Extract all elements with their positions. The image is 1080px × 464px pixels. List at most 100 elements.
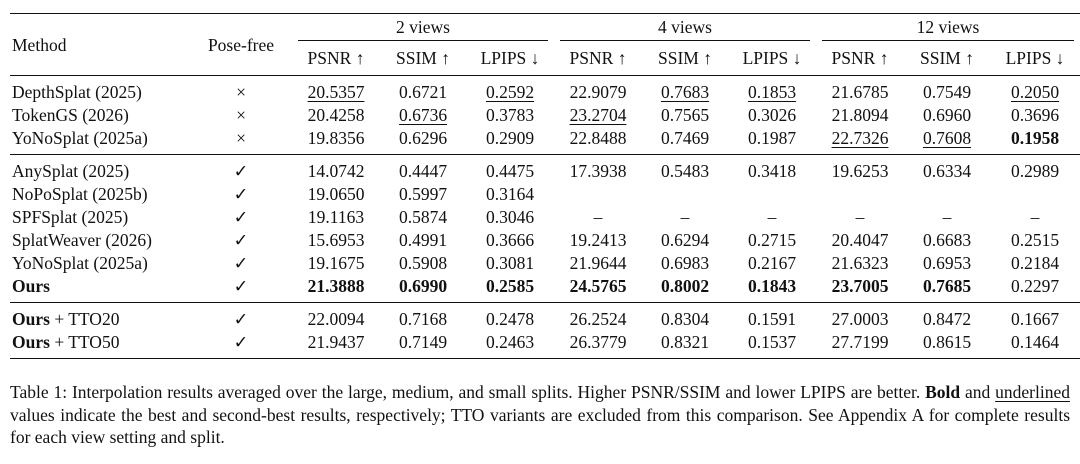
value-cell: 0.2050 (990, 75, 1080, 104)
table-caption: Table 1: Interpolation results averaged … (10, 381, 1070, 449)
metric-header-ssim: SSIM ↑ (658, 48, 712, 68)
metric-value: 19.2413 (569, 230, 627, 250)
metric-value: 19.0650 (307, 184, 365, 204)
method-name: SplatWeaver (2026) (12, 230, 152, 250)
metric-value: 0.2297 (1010, 276, 1060, 296)
metric-header-ssim: SSIM ↑ (920, 48, 974, 68)
metric-value: 0.2478 (485, 309, 535, 329)
metric-value: 0.7168 (398, 309, 448, 329)
metric-value: 19.6253 (831, 161, 889, 181)
metric-value: 20.4047 (831, 230, 889, 250)
value-cell: 0.6334 (904, 154, 990, 183)
method-cell: SplatWeaver (2026) (10, 229, 190, 252)
metric-value: 0.5997 (398, 184, 448, 204)
table-metric-header: PSNR ↑ SSIM ↑ LPIPS ↓ PSNR ↑ SSIM ↑ LPIP… (10, 41, 1080, 76)
table-row: NoPoSplat (2025b) ✓ 19.0650 0.5997 0.3164 (10, 183, 1080, 206)
method-cell: AnySplat (2025) (10, 154, 190, 183)
table-row: Ours + TTO20 ✓ 22.0094 0.7168 0.2478 26.2524 0… (10, 302, 1080, 331)
method-suffix: + TTO20 (49, 309, 120, 329)
value-cell: 0.7685 (904, 275, 990, 303)
group-header-4-views: 4 views (554, 13, 816, 41)
metric-value: 0.7683 (660, 82, 710, 102)
group-header-label: 4 views (560, 14, 810, 41)
value-cell: 21.6323 (816, 252, 904, 275)
metric-value: 0.1853 (747, 82, 797, 102)
value-cell: 22.8488 (554, 127, 642, 155)
metric-value: 0.3081 (485, 253, 535, 273)
metric-value: 20.5357 (307, 82, 365, 102)
value-cell: 0.6736 (380, 104, 466, 127)
metric-value: 0.3696 (1010, 105, 1060, 125)
value-cell (904, 183, 990, 206)
value-cell: 0.7683 (642, 75, 728, 104)
value-cell: 0.7608 (904, 127, 990, 155)
metric-value: 0.6960 (922, 105, 972, 125)
metric-value: 0.6683 (922, 230, 972, 250)
metric-value: 0.3418 (747, 161, 797, 181)
pose-free-cell: ✓ (190, 302, 292, 331)
value-cell: 0.8321 (642, 331, 728, 359)
metric-value: 0.6721 (398, 82, 448, 102)
value-cell: 0.6990 (380, 275, 466, 303)
metric-value: 0.7685 (922, 276, 972, 296)
metric-value: 0.1667 (1010, 309, 1060, 329)
metric-header-lpips: LPIPS ↓ (480, 48, 540, 68)
value-cell: 0.8304 (642, 302, 728, 331)
metric-value: 21.9644 (569, 253, 627, 273)
pose-free-cell: × (190, 75, 292, 104)
metric-value: 0.1591 (747, 309, 797, 329)
metric-header-psnr: PSNR ↑ (307, 48, 365, 68)
results-table: Method Pose-free 2 views 4 views 12 view… (10, 13, 1080, 359)
group-header-label: 2 views (298, 14, 548, 41)
metric-value: – (855, 207, 865, 227)
value-cell (816, 183, 904, 206)
value-cell: 0.8002 (642, 275, 728, 303)
value-cell: 23.7005 (816, 275, 904, 303)
metric-value: 0.6953 (922, 253, 972, 273)
value-cell: 20.4258 (292, 104, 380, 127)
value-cell: 0.2715 (728, 229, 816, 252)
value-cell: 21.3888 (292, 275, 380, 303)
group-header-12-views: 12 views (816, 13, 1080, 41)
caption-text: Table 1: Interpolation results averaged … (10, 382, 926, 402)
value-cell: 0.7549 (904, 75, 990, 104)
value-cell: 19.2413 (554, 229, 642, 252)
value-cell: 0.3666 (466, 229, 554, 252)
metric-value: 19.1675 (307, 253, 365, 273)
value-cell: – (990, 206, 1080, 229)
table-row: SplatWeaver (2026) ✓ 15.6953 0.4991 0.3666 19… (10, 229, 1080, 252)
metric-value: 23.2704 (569, 105, 627, 125)
method-cell: SPFSplat (2025) (10, 206, 190, 229)
value-cell: 17.3938 (554, 154, 642, 183)
value-cell: 0.1853 (728, 75, 816, 104)
method-name: Ours (12, 276, 50, 296)
value-cell: 0.4991 (380, 229, 466, 252)
value-cell: 19.6253 (816, 154, 904, 183)
method-name: SPFSplat (2025) (12, 207, 129, 227)
value-cell: 0.5483 (642, 154, 728, 183)
value-cell: 14.0742 (292, 154, 380, 183)
value-cell: 20.5357 (292, 75, 380, 104)
pose-free-cell: × (236, 105, 246, 125)
method-cell: Ours (10, 275, 190, 303)
metric-value: 0.2715 (747, 230, 797, 250)
value-cell: 0.4447 (380, 154, 466, 183)
table-group-header: Method Pose-free 2 views 4 views 12 view… (10, 13, 1080, 76)
pose-free-cell: × (236, 128, 246, 148)
table-row: Ours + TTO50 ✓ 21.9437 0.7149 0.2463 26.3779 0… (10, 331, 1080, 359)
method-cell: TokenGS (2026) (10, 104, 190, 127)
method-cell: NoPoSplat (2025b) (10, 183, 190, 206)
metric-value: 0.8002 (660, 276, 710, 296)
pose-free-cell: ✓ (190, 331, 292, 359)
value-cell: 0.3081 (466, 252, 554, 275)
table-row: DepthSplat (2025) × 20.5357 0.6721 0.2592 22.… (10, 75, 1080, 104)
value-cell: – (728, 206, 816, 229)
value-cell: 27.7199 (816, 331, 904, 359)
metric-header-psnr: PSNR ↑ (569, 48, 627, 68)
value-cell: 15.6953 (292, 229, 380, 252)
method-name: DepthSplat (2025) (12, 82, 142, 102)
value-cell: 21.8094 (816, 104, 904, 127)
pose-free-cell: ✓ (233, 230, 249, 250)
metric-value: 24.5765 (569, 276, 627, 296)
